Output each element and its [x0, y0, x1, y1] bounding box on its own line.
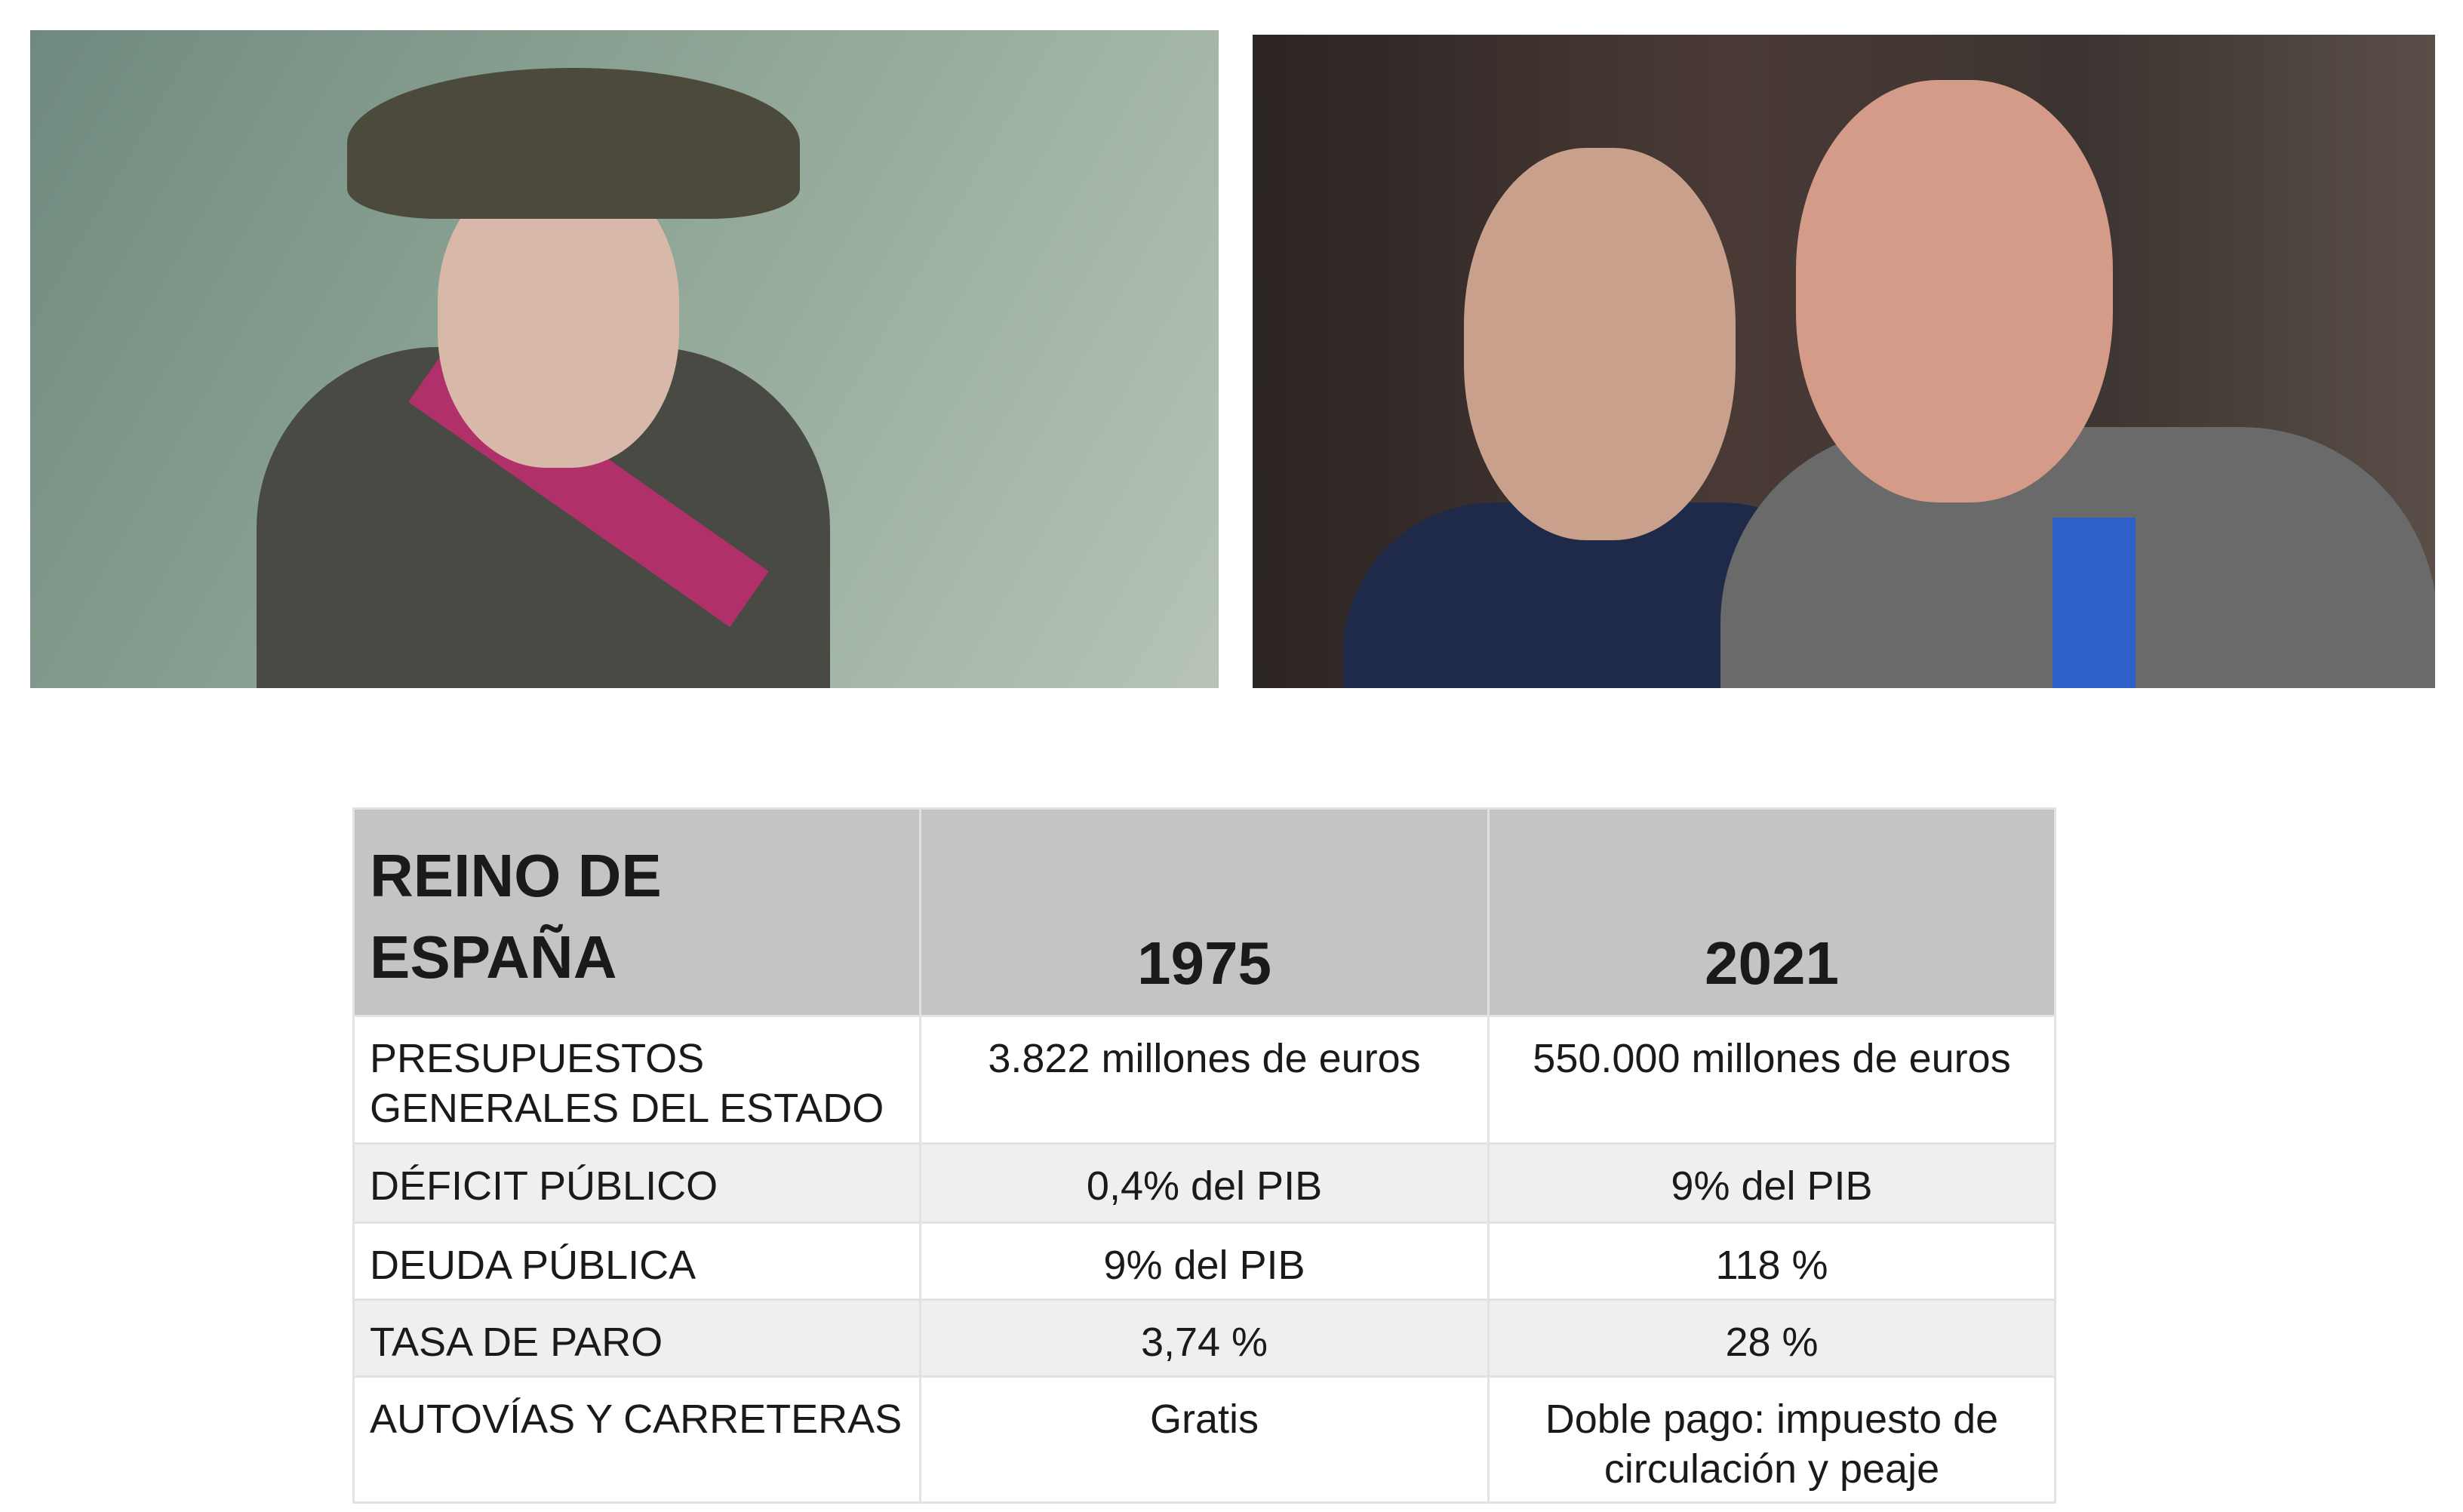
value-1975: 3.822 millones de euros — [919, 1015, 1490, 1145]
row-label: TASA DE PARO — [352, 1298, 921, 1378]
tie-shape — [2052, 518, 2136, 688]
table-row: DEUDA PÚBLICA 9% del PIB 118 % — [352, 1222, 2056, 1301]
value-2021: 9% del PIB — [1487, 1142, 2056, 1224]
table-row: PRESUPUESTOS GENERALES DEL ESTADO 3.822 … — [352, 1015, 2056, 1145]
table-row: AUTOVÍAS Y CARRETERAS Gratis Doble pago:… — [352, 1375, 2056, 1504]
row-label: DÉFICIT PÚBLICO — [352, 1142, 921, 1224]
table-row: DÉFICIT PÚBLICO 0,4% del PIB 9% del PIB — [352, 1142, 2056, 1224]
photo-two-men — [1253, 35, 2435, 688]
value-2021: Doble pago: impuesto de circulación y pe… — [1487, 1375, 2056, 1504]
face-right-shape — [1796, 80, 2113, 502]
value-1975: 0,4% del PIB — [919, 1142, 1490, 1224]
value-1975: 9% del PIB — [919, 1222, 1490, 1301]
row-label: AUTOVÍAS Y CARRETERAS — [352, 1375, 921, 1504]
column-header-2021: 2021 — [1487, 807, 2056, 1017]
table-title: REINO DE ESPAÑA — [352, 807, 921, 1017]
table-row: TASA DE PARO 3,74 % 28 % — [352, 1298, 2056, 1378]
table-header-row: REINO DE ESPAÑA 1975 2021 — [352, 807, 2056, 1017]
cap-shape — [347, 68, 800, 219]
value-2021: 118 % — [1487, 1222, 2056, 1301]
value-1975: Gratis — [919, 1375, 1490, 1504]
photo-military-officer — [30, 30, 1219, 688]
row-label: DEUDA PÚBLICA — [352, 1222, 921, 1301]
comparison-table: REINO DE ESPAÑA 1975 2021 PRESUPUESTOS G… — [352, 807, 2056, 1504]
value-1975: 3,74 % — [919, 1298, 1490, 1378]
column-header-1975: 1975 — [919, 807, 1490, 1017]
value-2021: 550.000 millones de euros — [1487, 1015, 2056, 1145]
row-label: PRESUPUESTOS GENERALES DEL ESTADO — [352, 1015, 921, 1145]
face-left-shape — [1464, 148, 1736, 540]
value-2021: 28 % — [1487, 1298, 2056, 1378]
